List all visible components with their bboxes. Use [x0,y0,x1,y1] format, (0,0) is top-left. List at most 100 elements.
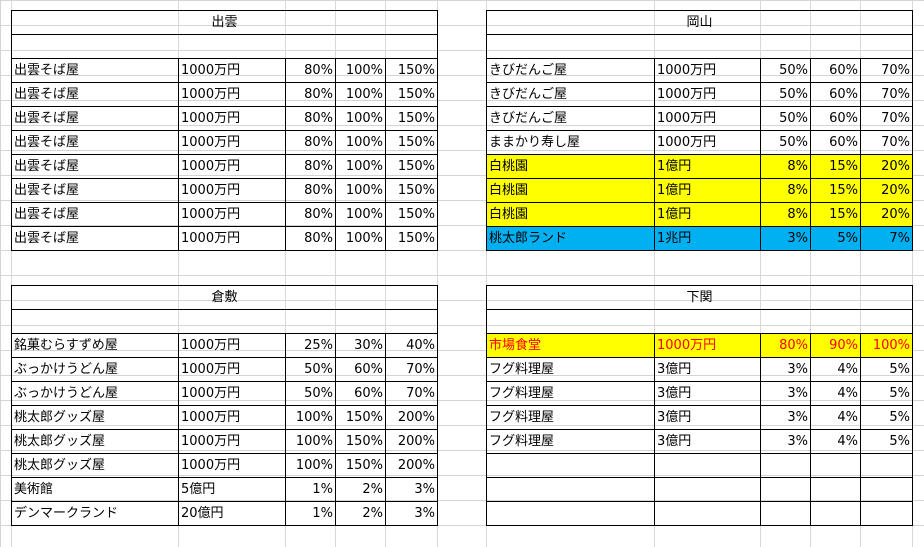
cost-cell[interactable]: 1000万円 [178,130,286,155]
table-title-okayama[interactable]: 岡山 [486,10,913,35]
shop-name-cell[interactable]: 桃太郎ランド [486,226,655,251]
rate-2-cell[interactable]: 4% [810,357,861,382]
rate-1-cell[interactable]: 80% [285,178,336,203]
rate-3-cell[interactable]: 70% [860,58,913,83]
rate-1-cell[interactable]: 80% [285,82,336,107]
blank-cell[interactable] [486,34,913,59]
rate-2-cell[interactable]: 15% [810,178,861,203]
shop-name-cell[interactable]: 銘菓むらすずめ屋 [11,333,179,358]
rate-2-cell[interactable]: 100% [335,226,386,251]
shop-name-cell[interactable]: 出雲そば屋 [11,178,179,203]
rate-2-cell[interactable] [810,477,861,502]
cost-cell[interactable]: 1000万円 [178,357,286,382]
rate-2-cell[interactable]: 4% [810,429,861,454]
shop-name-cell[interactable] [486,477,655,502]
rate-3-cell[interactable]: 7% [860,226,913,251]
rate-2-cell[interactable]: 100% [335,82,386,107]
cost-cell[interactable]: 5億円 [178,477,286,502]
cost-cell[interactable]: 1000万円 [654,333,761,358]
rate-1-cell[interactable]: 3% [760,357,811,382]
rate-1-cell[interactable]: 80% [285,106,336,131]
rate-2-cell[interactable]: 150% [335,405,386,430]
rate-2-cell[interactable]: 15% [810,202,861,227]
cost-cell[interactable]: 1兆円 [654,226,761,251]
rate-3-cell[interactable]: 150% [385,82,438,107]
cost-cell[interactable]: 1000万円 [178,178,286,203]
shop-name-cell[interactable]: きびだんご屋 [486,58,655,83]
cost-cell[interactable]: 3億円 [654,357,761,382]
cost-cell[interactable]: 1000万円 [178,405,286,430]
rate-1-cell[interactable]: 1% [285,477,336,502]
rate-3-cell[interactable]: 150% [385,178,438,203]
rate-1-cell[interactable]: 50% [760,130,811,155]
rate-2-cell[interactable]: 60% [810,82,861,107]
rate-1-cell[interactable]: 80% [285,154,336,179]
rate-2-cell[interactable]: 100% [335,58,386,83]
rate-1-cell[interactable]: 3% [760,405,811,430]
rate-3-cell[interactable]: 100% [860,333,913,358]
rate-2-cell[interactable]: 2% [335,501,386,526]
table-title-shimonoseki[interactable]: 下関 [486,285,913,310]
shop-name-cell[interactable]: ぶっかけうどん屋 [11,381,179,406]
rate-3-cell[interactable]: 20% [860,202,913,227]
shop-name-cell[interactable]: フグ料理屋 [486,429,655,454]
rate-2-cell[interactable]: 4% [810,405,861,430]
cost-cell[interactable]: 1000万円 [178,333,286,358]
rate-1-cell[interactable]: 80% [285,58,336,83]
rate-3-cell[interactable]: 200% [385,405,438,430]
rate-3-cell[interactable]: 5% [860,429,913,454]
shop-name-cell[interactable]: 出雲そば屋 [11,82,179,107]
cost-cell[interactable]: 1000万円 [178,82,286,107]
rate-2-cell[interactable]: 150% [335,429,386,454]
rate-3-cell[interactable]: 20% [860,178,913,203]
rate-1-cell[interactable]: 100% [285,405,336,430]
rate-3-cell[interactable]: 5% [860,381,913,406]
cost-cell[interactable] [654,453,761,478]
cost-cell[interactable]: 1000万円 [178,453,286,478]
shop-name-cell[interactable]: 出雲そば屋 [11,202,179,227]
cost-cell[interactable]: 3億円 [654,405,761,430]
cost-cell[interactable]: 1000万円 [654,82,761,107]
rate-1-cell[interactable]: 25% [285,333,336,358]
cost-cell[interactable]: 1000万円 [178,202,286,227]
rate-3-cell[interactable]: 5% [860,357,913,382]
rate-2-cell[interactable]: 30% [335,333,386,358]
shop-name-cell[interactable]: 出雲そば屋 [11,154,179,179]
rate-1-cell[interactable]: 8% [760,154,811,179]
cost-cell[interactable]: 1億円 [654,202,761,227]
rate-2-cell[interactable]: 60% [810,58,861,83]
cost-cell[interactable]: 1000万円 [178,106,286,131]
rate-2-cell[interactable]: 60% [335,381,386,406]
cost-cell[interactable]: 1億円 [654,178,761,203]
cost-cell[interactable]: 1億円 [654,154,761,179]
shop-name-cell[interactable]: 出雲そば屋 [11,130,179,155]
shop-name-cell[interactable]: ぶっかけうどん屋 [11,357,179,382]
cost-cell[interactable]: 1000万円 [178,226,286,251]
rate-2-cell[interactable]: 100% [335,130,386,155]
cost-cell[interactable]: 20億円 [178,501,286,526]
cost-cell[interactable] [654,501,761,526]
rate-3-cell[interactable]: 150% [385,58,438,83]
rate-1-cell[interactable]: 50% [760,82,811,107]
shop-name-cell[interactable]: 美術館 [11,477,179,502]
blank-cell[interactable] [486,309,913,334]
shop-name-cell[interactable] [486,501,655,526]
rate-3-cell[interactable]: 200% [385,429,438,454]
shop-name-cell[interactable]: 出雲そば屋 [11,226,179,251]
rate-2-cell[interactable]: 100% [335,106,386,131]
shop-name-cell[interactable]: 出雲そば屋 [11,58,179,83]
rate-3-cell[interactable]: 150% [385,202,438,227]
rate-3-cell[interactable]: 3% [385,501,438,526]
rate-2-cell[interactable]: 60% [810,130,861,155]
shop-name-cell[interactable] [486,453,655,478]
shop-name-cell[interactable]: 桃太郎グッズ屋 [11,453,179,478]
cost-cell[interactable]: 1000万円 [654,58,761,83]
table-title-kurashiki[interactable]: 倉敷 [11,285,438,310]
shop-name-cell[interactable]: 桃太郎グッズ屋 [11,405,179,430]
rate-1-cell[interactable]: 50% [285,357,336,382]
rate-3-cell[interactable]: 40% [385,333,438,358]
rate-3-cell[interactable]: 20% [860,154,913,179]
rate-2-cell[interactable] [810,501,861,526]
shop-name-cell[interactable]: 桃太郎グッズ屋 [11,429,179,454]
rate-2-cell[interactable]: 15% [810,154,861,179]
